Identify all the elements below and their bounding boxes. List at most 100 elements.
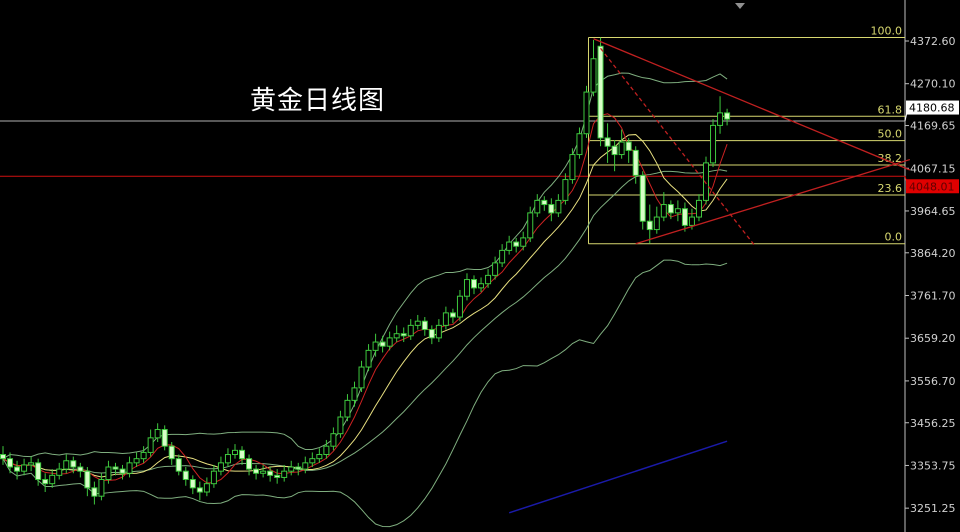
candle [0, 446, 6, 465]
candle [288, 460, 295, 476]
candle [196, 481, 203, 501]
candle [98, 473, 105, 501]
candle-body [0, 454, 6, 460]
y-tick-label: 3251.25 [910, 502, 956, 515]
candle-body [274, 474, 281, 478]
y-tick-label: 3456.25 [910, 417, 956, 430]
candle-body [49, 474, 56, 485]
y-tick-label: 3964.65 [910, 205, 956, 218]
candle [112, 462, 119, 476]
y-tick-label: 3556.70 [910, 375, 956, 388]
candle [703, 156, 709, 205]
candle-body [379, 341, 386, 347]
candle [695, 194, 702, 222]
candle-body [288, 466, 295, 472]
candle [463, 273, 470, 301]
candle-body [309, 458, 316, 464]
candle-body [717, 112, 724, 126]
y-tick-label: 4067.15 [910, 162, 956, 175]
candle-body [119, 468, 126, 474]
candle-body [667, 204, 674, 214]
candle-body [562, 179, 569, 201]
candle [56, 462, 63, 480]
candle [168, 442, 175, 465]
candle [667, 200, 674, 220]
candle-body [281, 470, 288, 478]
candle [611, 139, 618, 172]
candle-body [428, 329, 435, 339]
candle-body [653, 216, 660, 231]
candle [274, 469, 281, 484]
candle [351, 381, 358, 407]
candle [576, 127, 583, 159]
candle [35, 458, 42, 486]
candle [182, 467, 189, 486]
candle [133, 452, 140, 468]
fib-level-label: 23.6 [878, 182, 903, 195]
candle-body [478, 283, 485, 289]
candle-body [442, 312, 449, 326]
fib-level-label: 0.0 [885, 231, 903, 244]
candle-body [112, 466, 119, 470]
candle-body [84, 470, 91, 489]
candle-body [302, 462, 309, 470]
candle-body [182, 470, 189, 481]
candle-body [147, 437, 154, 453]
candle [435, 319, 442, 343]
candle [309, 452, 316, 468]
candle-body [576, 133, 583, 156]
candle-body [421, 320, 428, 331]
y-tick-label: 3353.75 [910, 459, 956, 472]
candle [562, 173, 569, 205]
candle-body [688, 216, 695, 226]
candle [70, 456, 77, 474]
candle [7, 452, 14, 474]
candle-body [541, 199, 548, 206]
candle [513, 237, 520, 253]
candle-body [168, 445, 175, 460]
candle-body [203, 483, 210, 493]
candle-body [42, 479, 49, 485]
candle [224, 448, 231, 468]
candle-body [604, 137, 611, 147]
candle [646, 204, 653, 244]
y-tick-label: 3761.70 [910, 290, 956, 303]
y-tick-label: 4372.60 [910, 35, 956, 48]
candle [126, 456, 133, 478]
candle-body [56, 468, 63, 476]
candle [217, 456, 224, 476]
candle [506, 235, 513, 255]
candle [456, 289, 463, 322]
candle-body [695, 199, 702, 218]
candle [231, 444, 238, 459]
bollinger-lower-line [2, 259, 728, 528]
candle-body [386, 337, 393, 347]
candle [625, 137, 632, 163]
candle-body [140, 451, 147, 460]
candle [597, 37, 604, 147]
candle-body [499, 249, 506, 264]
candle-body [351, 387, 358, 401]
candle-body [520, 237, 527, 247]
candle-body [316, 454, 323, 460]
candle-body [393, 333, 400, 339]
candle [210, 464, 217, 488]
candle [639, 171, 646, 230]
candle [674, 200, 681, 222]
candle [330, 427, 337, 451]
candle [267, 467, 274, 482]
candle-body [35, 462, 42, 481]
candle [161, 425, 168, 451]
candle-body [365, 349, 372, 368]
candle [337, 410, 344, 438]
candle-body [63, 460, 70, 470]
candle-body [98, 479, 105, 497]
candle-body [161, 429, 168, 447]
candle [414, 314, 421, 330]
candle-body [253, 468, 260, 474]
candle-body [407, 324, 414, 337]
candle-body [70, 460, 77, 468]
chart-title: 黄金日线图 [250, 86, 386, 116]
price-label: 4048.01 [909, 180, 955, 193]
